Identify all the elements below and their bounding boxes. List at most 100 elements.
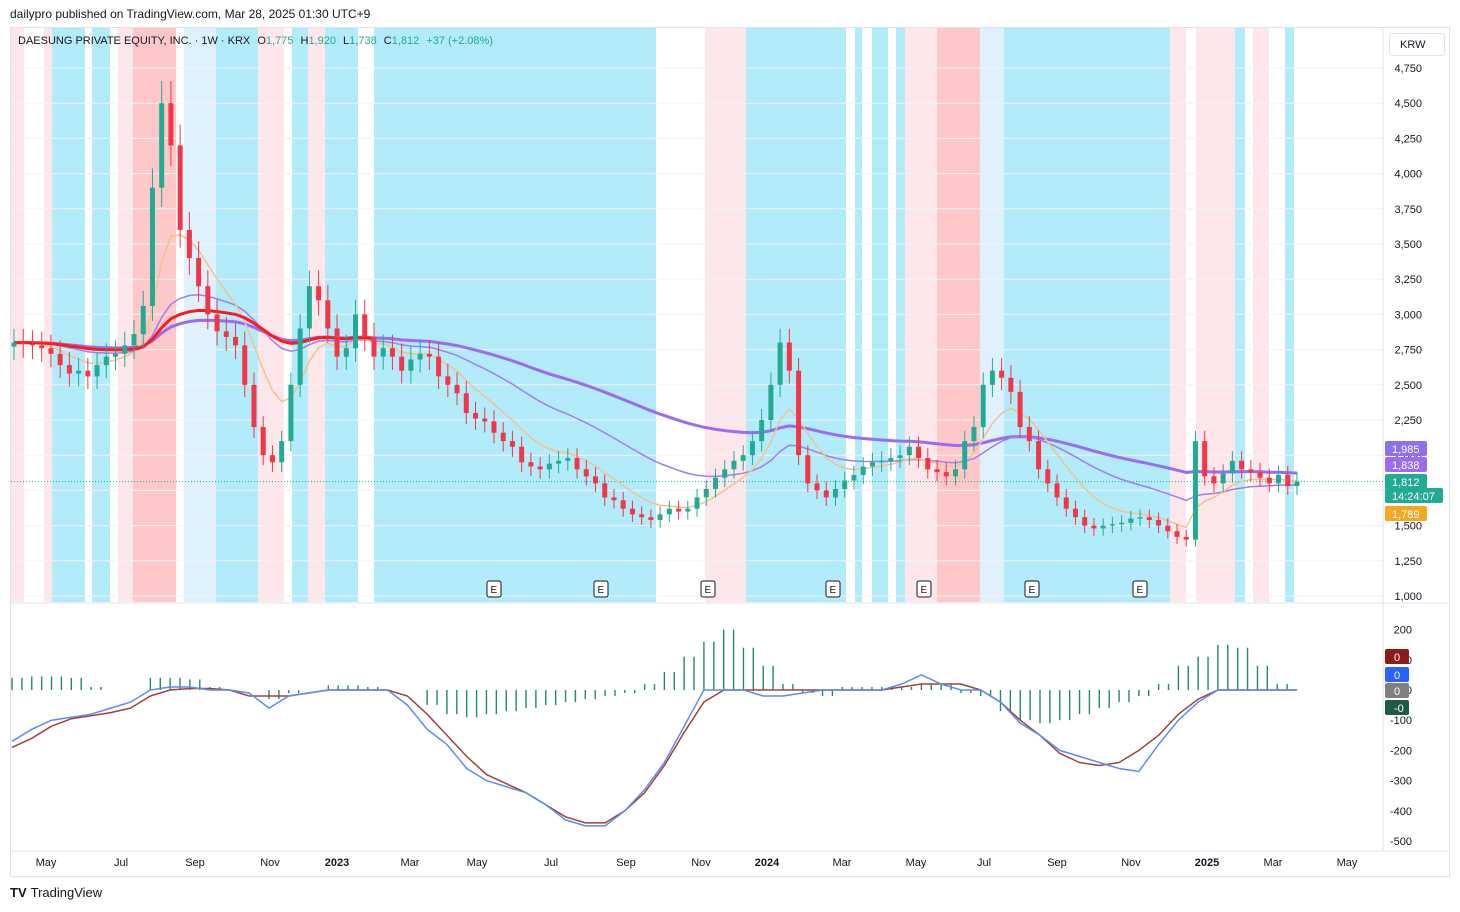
- candle-body: [399, 356, 405, 371]
- candle-body: [740, 455, 746, 461]
- candle-body: [103, 356, 109, 366]
- ema-fast: [13, 233, 1298, 529]
- candle-body: [565, 458, 571, 461]
- time-tick: Jul: [544, 857, 558, 869]
- time-tick: Mar: [401, 857, 420, 869]
- candle-body: [639, 514, 645, 518]
- macd-label-box: [1385, 700, 1409, 715]
- signal-band: [52, 28, 85, 602]
- candle-body: [242, 345, 248, 385]
- signal-band: [905, 28, 937, 602]
- candle-body: [463, 393, 469, 413]
- candle-body: [482, 418, 488, 422]
- candle-body: [648, 517, 654, 520]
- candle-body: [196, 258, 202, 287]
- candle-body: [362, 314, 368, 337]
- earnings-marker-label: E: [705, 585, 712, 596]
- candle-body: [943, 472, 949, 477]
- time-axis[interactable]: May Jul Sep Nov 2023 Mar May Jul Sep Nov 2024 Mar Ma…: [36, 857, 1358, 869]
- tradingview-logo: TV TradingView: [10, 885, 103, 900]
- candle-body: [1008, 377, 1014, 392]
- price-axis[interactable]: 4,750 4,500 4,250 4,000 3,750 3,500 3,250 3,000…: [1394, 63, 1422, 603]
- signal-band: [118, 28, 133, 602]
- candle-body: [666, 508, 672, 515]
- publisher-line: dailypro published on TradingView.com, M…: [10, 7, 371, 21]
- candle-body: [454, 384, 460, 394]
- signal-band: [872, 28, 888, 602]
- currency-button[interactable]: KRW: [1389, 33, 1445, 56]
- earnings-marker: [1132, 580, 1148, 598]
- candle-body: [796, 370, 802, 456]
- price-tick: 3,000: [1394, 309, 1422, 321]
- candle-body: [186, 229, 192, 259]
- candle-body: [768, 384, 774, 420]
- candle-body: [1294, 481, 1300, 487]
- signal-bands: [11, 28, 1294, 602]
- signal-band: [1253, 28, 1269, 602]
- time-tick: Nov: [1121, 857, 1141, 869]
- candle-body: [832, 488, 838, 498]
- candle-body: [657, 514, 663, 520]
- earnings-marker-label: E: [830, 585, 837, 596]
- legend-low: L1,738: [343, 35, 377, 47]
- time-tick: May: [36, 857, 57, 869]
- candle-body: [1183, 536, 1189, 540]
- time-tick: May: [467, 857, 488, 869]
- legend-open: O1,775: [257, 35, 294, 47]
- macd-line: [11, 674, 1297, 827]
- candle-body: [1119, 522, 1125, 525]
- candles: [11, 81, 1300, 547]
- price-tick: 3,500: [1394, 239, 1422, 251]
- legend-high: H1,920: [300, 35, 336, 47]
- price-label-text: 1,838: [1392, 460, 1420, 472]
- signal-band: [44, 28, 52, 602]
- time-tick: Jul: [977, 857, 991, 869]
- candle-body: [952, 469, 958, 477]
- candle-body: [343, 348, 349, 357]
- signal-band: [308, 28, 325, 602]
- time-tick: Nov: [260, 857, 280, 869]
- macd-label-text: 0: [1394, 670, 1400, 682]
- candle-body: [556, 460, 562, 464]
- candle-body: [583, 469, 589, 477]
- candle-body: [233, 336, 239, 346]
- price-label-box: [1385, 488, 1443, 503]
- candle-body: [29, 343, 35, 346]
- candle-body: [66, 365, 72, 374]
- earnings-marker: [700, 580, 716, 598]
- signal-band: [11, 28, 24, 602]
- candle-body: [48, 348, 54, 354]
- time-tick: Jul: [114, 857, 128, 869]
- candle-body: [925, 458, 931, 470]
- candle-body: [1229, 460, 1235, 474]
- macd-label-box: [1385, 649, 1409, 664]
- earnings-marker: [593, 580, 609, 598]
- candle-body: [371, 336, 377, 357]
- candle-body: [1026, 427, 1032, 442]
- signal-band: [374, 28, 656, 602]
- candle-body: [1276, 474, 1282, 484]
- signal-band: [705, 28, 746, 602]
- signal-band: [746, 28, 846, 602]
- earnings-marker: [1024, 580, 1040, 598]
- signal-band: [855, 28, 862, 602]
- candle-body: [334, 328, 340, 357]
- price-tick: 2,750: [1394, 345, 1422, 357]
- macd-signal-line: [11, 683, 1297, 824]
- candle-body: [1285, 474, 1291, 487]
- candle-body: [1054, 483, 1060, 498]
- candle-body: [869, 462, 875, 467]
- candle-body: [149, 187, 155, 306]
- signal-band: [937, 28, 980, 602]
- time-tick: May: [1337, 857, 1358, 869]
- candle-body: [205, 286, 211, 315]
- candle-body: [1072, 508, 1078, 518]
- price-tick: 4,500: [1394, 98, 1422, 110]
- legend-close: C1,812: [383, 35, 420, 47]
- moving-averages: [13, 233, 1298, 529]
- candle-body: [749, 441, 755, 456]
- macd-labels: 0 0 0 -0: [1385, 649, 1409, 715]
- price-tick: 4,750: [1394, 63, 1422, 75]
